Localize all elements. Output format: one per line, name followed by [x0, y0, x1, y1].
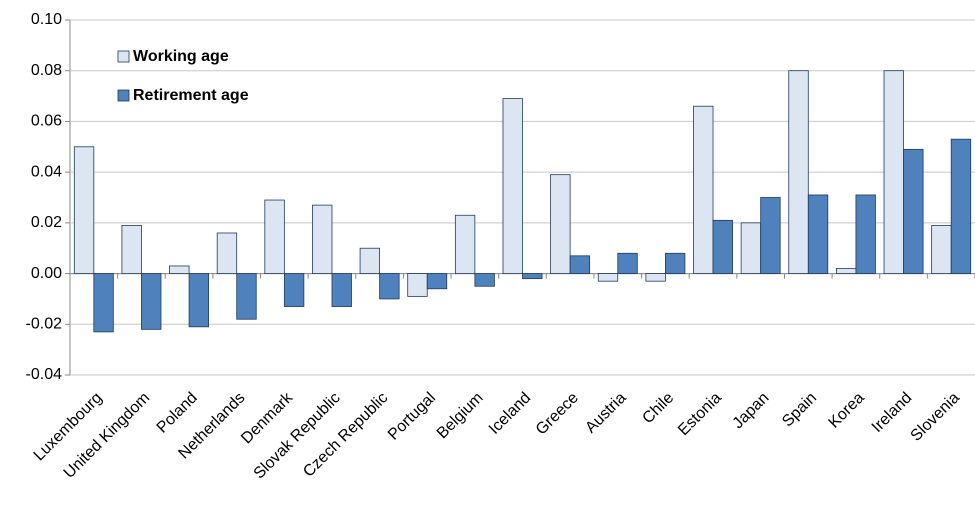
bar — [712, 219, 733, 274]
bar — [645, 273, 666, 282]
bar — [73, 146, 95, 274]
legend-swatch — [117, 89, 130, 102]
bar — [454, 214, 476, 274]
bar — [597, 273, 619, 282]
y-tick-label: -0.04 — [26, 366, 63, 383]
x-tick-label: Japan — [730, 389, 773, 432]
x-tick-label: Belgium — [434, 389, 487, 442]
bar — [216, 232, 238, 274]
bar — [569, 255, 591, 274]
bar — [502, 98, 523, 274]
bar — [359, 247, 381, 274]
bar — [331, 273, 352, 307]
bar — [883, 70, 904, 274]
x-tick-label: Spain — [779, 389, 820, 430]
y-tick-label: 0.10 — [31, 11, 62, 28]
bar — [903, 148, 924, 274]
bar — [474, 273, 495, 287]
bar — [950, 138, 972, 274]
x-tick-label: Portugal — [385, 389, 439, 443]
x-tick-label: Slovenia — [908, 389, 964, 445]
bar — [740, 222, 762, 274]
legend-label: Working age — [133, 48, 229, 65]
x-tick-label: Estonia — [675, 389, 725, 439]
bar — [550, 174, 571, 274]
bar — [835, 268, 857, 274]
bar — [312, 204, 333, 274]
y-tick-label: 0.00 — [31, 265, 62, 282]
bar — [121, 224, 142, 274]
x-tick-label: Austria — [582, 389, 629, 436]
bar — [788, 70, 809, 274]
bar — [522, 273, 543, 280]
bar — [188, 273, 210, 328]
x-tick-label: Greece — [533, 389, 582, 438]
bar — [807, 194, 829, 274]
x-tick-label: Czech Republic — [300, 389, 391, 480]
bar — [283, 273, 305, 307]
bar — [617, 252, 638, 274]
y-tick-label: -0.02 — [26, 316, 63, 333]
bar — [693, 105, 714, 274]
y-tick-label: 0.06 — [31, 113, 62, 130]
bar — [236, 273, 257, 320]
y-tick-label: 0.04 — [31, 163, 62, 180]
y-tick-label: 0.02 — [31, 214, 62, 231]
x-tick-label: United Kingdom — [61, 389, 154, 482]
legend-label: Retirement age — [133, 87, 249, 104]
bar — [264, 199, 285, 274]
bar — [760, 197, 781, 274]
bar — [855, 194, 876, 274]
bar — [379, 273, 400, 300]
x-tick-label: Chile — [639, 389, 677, 427]
legend-swatch — [117, 50, 130, 63]
bar — [93, 273, 114, 333]
x-tick-label: Slovak Republic — [251, 389, 344, 482]
bar — [931, 224, 952, 274]
bar — [141, 273, 162, 330]
bar — [169, 265, 190, 274]
bar — [407, 273, 428, 297]
y-tick-label: 0.08 — [31, 62, 62, 79]
bar — [664, 252, 686, 274]
x-tick-label: Iceland — [486, 389, 535, 438]
x-tick-label: Korea — [826, 389, 868, 431]
bar — [426, 273, 448, 290]
x-tick-label: Poland — [154, 389, 201, 436]
x-tick-label: Ireland — [869, 389, 916, 436]
